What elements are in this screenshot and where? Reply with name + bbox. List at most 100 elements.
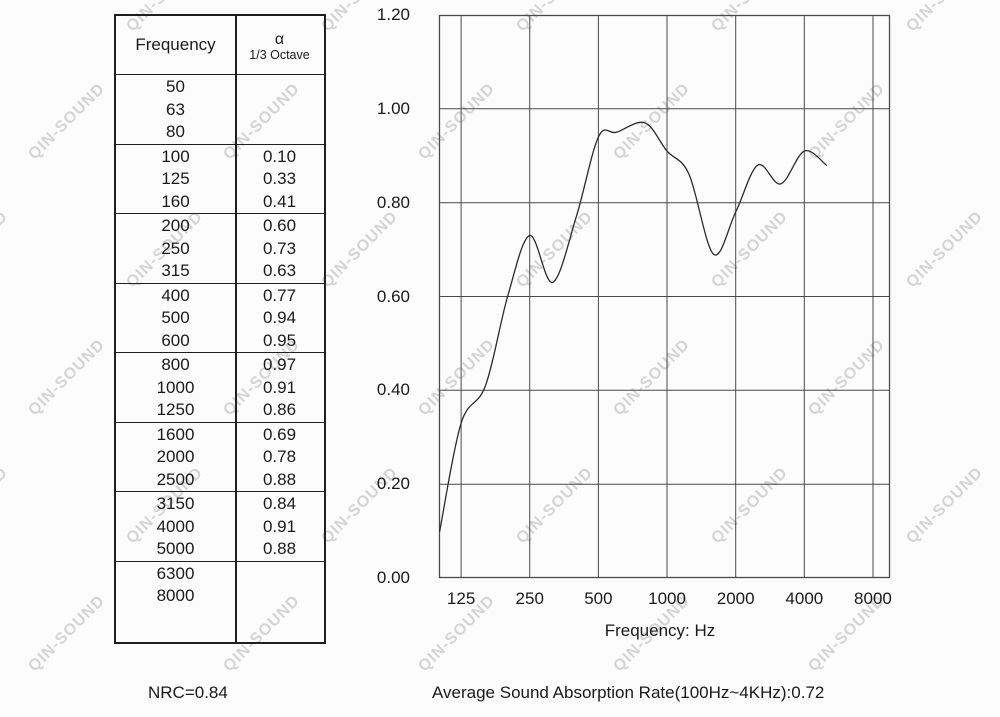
table-row: 3150 0.84: [116, 493, 324, 516]
table-row: 6300: [116, 563, 324, 586]
y-axis-tick-label: 0.80: [376, 192, 410, 212]
table-row: 1000 0.91: [116, 377, 324, 400]
table-row: 63: [116, 99, 324, 122]
plot-border: [438, 14, 891, 579]
table-row: 800 0.97: [116, 354, 324, 377]
frequency-alpha-table: Frequency α 1/3 Octave 50 63 80 100 0.10 125 0…: [114, 14, 326, 644]
frequency-cell: 2500: [156, 469, 195, 489]
frequency-cell: 50: [166, 77, 185, 96]
table-body: 50 63 80 100 0.10 125 0.33 160 0.41 200 0.60 250 0.7…: [116, 75, 324, 642]
table-group: 3150 0.84 4000 0.91 5000 0.88: [116, 492, 324, 562]
alpha-cell: 0.60: [262, 216, 297, 235]
alpha-cell: 0.91: [262, 516, 297, 536]
frequency-cell: 2000: [156, 447, 195, 466]
table-row: 2500 0.88: [116, 469, 324, 492]
frequency-cell: 1000: [156, 377, 195, 397]
alpha-cell: 0.78: [262, 447, 297, 466]
frequency-cell: 600: [161, 330, 190, 350]
nrc-caption: NRC=0.84: [148, 683, 228, 702]
frequency-cell: 6300: [156, 563, 195, 583]
alpha-cell: [235, 121, 324, 144]
x-axis-tick-label: 4000: [785, 589, 824, 608]
alpha-cell: 0.41: [262, 191, 297, 211]
y-axis-tick-label: 0.40: [376, 380, 410, 400]
frequency-cell: 800: [161, 355, 190, 374]
frequency-cell: 500: [161, 308, 190, 327]
table-row: 315 0.63: [116, 260, 324, 283]
table-row: 80: [116, 121, 324, 144]
alpha-cell: 0.88: [262, 469, 297, 489]
frequency-cell: 5000: [156, 539, 195, 558]
y-axis-tick-label: 1.20: [376, 5, 410, 24]
frequency-cell: 1250: [156, 400, 195, 419]
frequency-cell: 315: [161, 261, 190, 280]
table-header-row: Frequency α 1/3 Octave: [116, 16, 324, 75]
frequency-cell: 160: [161, 191, 190, 211]
frequency-cell: 250: [161, 238, 190, 258]
table-row: 8000: [116, 585, 324, 608]
frequency-cell: 80: [166, 122, 185, 141]
table-header-alpha-group: α 1/3 Octave: [235, 16, 324, 74]
table-row: 2000 0.78: [116, 446, 324, 469]
alpha-cell: [235, 585, 324, 608]
frequency-cell: 100: [161, 146, 190, 166]
table-group: 200 0.60 250 0.73 315 0.63: [116, 214, 324, 284]
y-axis-tick-label: 0.00: [376, 568, 410, 587]
alpha-cell: 0.69: [262, 424, 297, 444]
y-axis-tick-label: 0.20: [376, 474, 410, 494]
average-absorption-caption: Average Sound Absorption Rate(100Hz~4KHz…: [432, 683, 825, 702]
x-axis-tick-label: 500: [584, 589, 613, 608]
alpha-cell: [235, 563, 324, 586]
table-row: 1600 0.69: [116, 424, 324, 447]
table-group: 50 63 80: [116, 75, 324, 145]
table-header-alpha-symbol: α: [274, 31, 285, 48]
alpha-cell: 0.86: [262, 400, 297, 419]
y-axis-tick-label: 1.00: [376, 98, 410, 118]
chart-plot-area: [438, 14, 891, 579]
x-axis-tick-label: 2000: [716, 589, 755, 608]
table-row: 200 0.60: [116, 215, 324, 238]
alpha-cell: 0.95: [262, 330, 297, 350]
table-row: 250 0.73: [116, 238, 324, 261]
frequency-cell: 1600: [156, 424, 195, 444]
table-group: 6300 8000: [116, 562, 324, 643]
frequency-cell: 63: [166, 99, 185, 119]
alpha-cell: 0.33: [262, 169, 297, 188]
table-row: 5000 0.88: [116, 538, 324, 561]
table-row: 50: [116, 76, 324, 99]
absorption-curve: [439, 121, 828, 532]
table-header-octave-label: 1/3 Octave: [249, 48, 310, 62]
x-axis-tick-label: 250: [515, 589, 544, 608]
frequency-cell: 400: [161, 285, 190, 305]
alpha-cell: [235, 76, 324, 99]
frequency-cell: 8000: [156, 586, 195, 605]
alpha-cell: 0.91: [262, 377, 297, 397]
x-axis-tick-label: 1000: [648, 589, 686, 608]
table-row: 4000 0.91: [116, 516, 324, 539]
table-row: 160 0.41: [116, 191, 324, 214]
table-group: 100 0.10 125 0.33 160 0.41: [116, 145, 324, 214]
frequency-cell: 125: [161, 169, 190, 188]
y-axis-tick-label: 0.60: [376, 286, 410, 306]
x-axis-tick-label: 125: [446, 589, 476, 608]
alpha-cell: 0.97: [262, 355, 297, 374]
table-header-frequency: Frequency: [135, 35, 216, 54]
table-row: 100 0.10: [116, 146, 324, 169]
x-axis-tick-label: 8000: [854, 589, 892, 608]
frequency-cell: 3150: [156, 494, 195, 513]
alpha-cell: 0.84: [262, 494, 297, 513]
x-axis-title: Frequency: Hz: [604, 621, 716, 640]
table-group: 800 0.97 1000 0.91 1250 0.86: [116, 353, 324, 423]
alpha-cell: [235, 99, 324, 122]
table-group: 400 0.77 500 0.94 600 0.95: [116, 284, 324, 353]
alpha-cell: 0.88: [262, 539, 297, 558]
table-column-divider: [235, 16, 237, 642]
table-row: 400 0.77: [116, 285, 324, 308]
table-group: 1600 0.69 2000 0.78 2500 0.88: [116, 423, 324, 492]
table-row: 125 0.33: [116, 168, 324, 191]
table-row: 1250 0.86: [116, 399, 324, 422]
frequency-cell: 200: [161, 216, 190, 235]
alpha-cell: 0.10: [262, 146, 297, 166]
